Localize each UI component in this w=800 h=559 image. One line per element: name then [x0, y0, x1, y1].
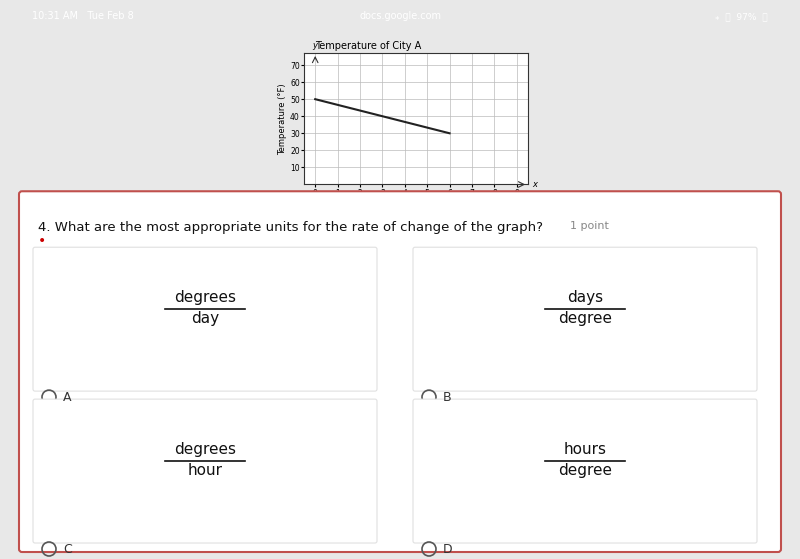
Text: y: y: [313, 41, 318, 50]
Text: 10:31 AM   Tue Feb 8: 10:31 AM Tue Feb 8: [32, 11, 134, 21]
Text: day: day: [191, 311, 219, 326]
Text: •: •: [38, 234, 46, 248]
Text: B: B: [443, 391, 452, 404]
Text: Temperature of City A: Temperature of City A: [315, 41, 422, 51]
Text: A: A: [63, 391, 71, 404]
FancyBboxPatch shape: [413, 247, 757, 391]
FancyBboxPatch shape: [19, 191, 781, 552]
Text: x: x: [533, 180, 538, 189]
FancyBboxPatch shape: [33, 247, 377, 391]
Text: C: C: [63, 542, 72, 556]
Text: 4. What are the most appropriate units for the rate of change of the graph?: 4. What are the most appropriate units f…: [38, 221, 543, 234]
Text: degree: degree: [558, 463, 612, 478]
Text: degrees: degrees: [174, 290, 236, 305]
Text: days: days: [567, 290, 603, 305]
Text: degrees: degrees: [174, 442, 236, 457]
Text: 1 point: 1 point: [570, 221, 609, 231]
Text: hour: hour: [187, 463, 222, 478]
Text: ⁎  ⓛ  97%  🔋: ⁎ ⓛ 97% 🔋: [715, 12, 768, 21]
Text: D: D: [443, 542, 453, 556]
Text: docs.google.com: docs.google.com: [359, 11, 441, 21]
FancyBboxPatch shape: [33, 399, 377, 543]
Y-axis label: Temperature (°F): Temperature (°F): [278, 83, 287, 155]
FancyBboxPatch shape: [413, 399, 757, 543]
Text: hours: hours: [563, 442, 606, 457]
X-axis label: Time (hours): Time (hours): [390, 201, 442, 210]
Text: degree: degree: [558, 311, 612, 326]
